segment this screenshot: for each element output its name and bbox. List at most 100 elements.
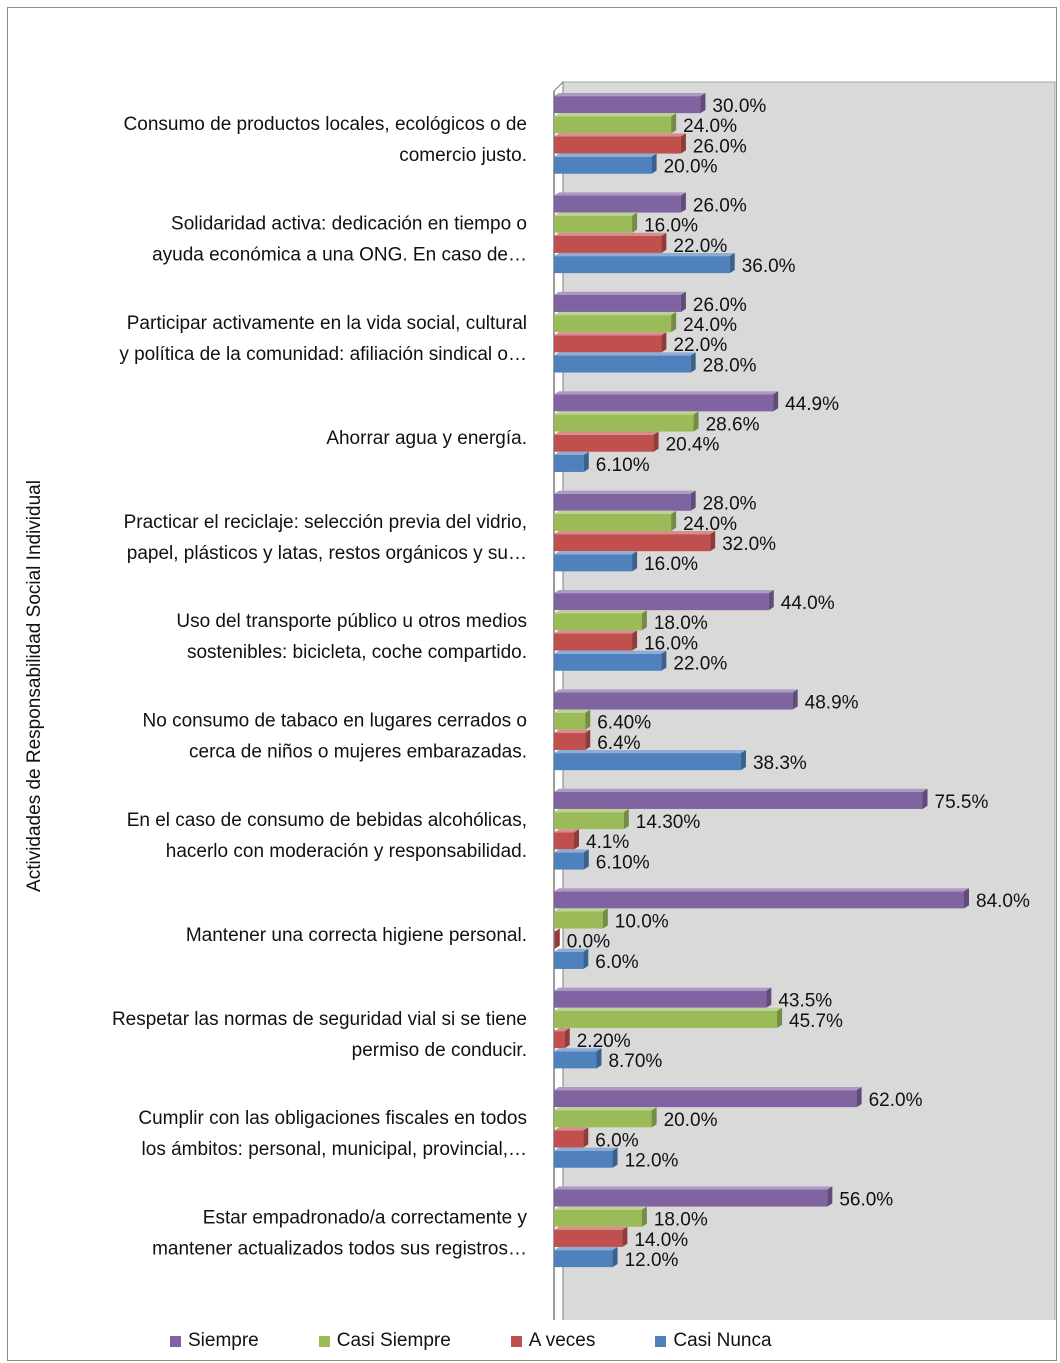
- data-label: 56.0%: [839, 1189, 893, 1210]
- data-label: 75.5%: [935, 792, 989, 813]
- data-label: 14.0%: [634, 1230, 688, 1251]
- category-label: y política de la comunidad: afiliación s…: [119, 344, 527, 365]
- bar-siempre: [554, 391, 779, 412]
- bar-siempre: [554, 291, 686, 312]
- bar-siempre: [554, 987, 772, 1008]
- bar-casi-nunca: [554, 948, 589, 969]
- data-label: 18.0%: [654, 613, 708, 634]
- bar-casi-nunca: [554, 849, 589, 870]
- category-label: Participar activamente en la vida social…: [127, 313, 527, 334]
- data-label: 16.0%: [644, 633, 698, 654]
- data-label: 84.0%: [976, 891, 1030, 912]
- bar-casi-nunca: [554, 1048, 602, 1069]
- legend-swatch: [655, 1335, 667, 1347]
- data-label: 4.1%: [586, 832, 629, 853]
- category-label: No consumo de tabaco en lugares cerrados…: [143, 711, 527, 732]
- category-label: En el caso de consumo de bebidas alcohól…: [127, 810, 527, 831]
- bar-a-veces: [554, 729, 591, 750]
- data-label: 30.0%: [712, 96, 766, 117]
- category-label: Solidaridad activa: dedicación en tiempo…: [171, 214, 527, 235]
- legend-label: Siempre: [188, 1330, 259, 1351]
- data-label: 43.5%: [778, 991, 832, 1012]
- data-label: 6.10%: [596, 852, 650, 873]
- bar-casi-siempre: [554, 610, 647, 631]
- data-label: 12.0%: [625, 1250, 679, 1271]
- bar-a-veces: [554, 431, 659, 452]
- data-label: 28.0%: [703, 355, 757, 376]
- bar-siempre: [554, 192, 686, 213]
- legend-item: Casi Nunca: [655, 1330, 772, 1352]
- data-label: 28.6%: [706, 414, 760, 435]
- bar-siempre: [554, 490, 696, 511]
- bar-chart: Actividades de Responsabilidad Social In…: [24, 80, 1056, 1320]
- bar-a-veces: [554, 1127, 589, 1148]
- data-label: 45.7%: [789, 1011, 843, 1032]
- legend-item: Casi Siempre: [318, 1330, 451, 1352]
- category-label: Uso del transporte público u otros medio…: [176, 611, 527, 632]
- data-label: 22.0%: [673, 236, 727, 257]
- data-label: 6.10%: [596, 455, 650, 476]
- bar-casi-siempre: [554, 1107, 657, 1128]
- data-label: 28.0%: [703, 494, 757, 515]
- data-label: 24.0%: [683, 116, 737, 137]
- category-label: Consumo de productos locales, ecológicos…: [124, 114, 527, 135]
- data-label: 6.0%: [595, 1130, 638, 1151]
- data-label: 16.0%: [644, 554, 698, 575]
- legend-label: A veces: [528, 1330, 596, 1351]
- bar-casi-nunca: [554, 750, 746, 771]
- bar-a-veces: [554, 531, 716, 552]
- bar-casi-nunca: [554, 551, 638, 572]
- data-label: 44.0%: [781, 593, 835, 614]
- data-label: 62.0%: [869, 1090, 923, 1111]
- bar-casi-nunca: [554, 451, 589, 472]
- data-label: 38.3%: [753, 753, 807, 774]
- bar-casi-nunca: [554, 1147, 618, 1168]
- category-label: cerca de niños o mujeres embarazadas.: [189, 742, 527, 763]
- data-label: 20.0%: [664, 1110, 718, 1131]
- data-label: 0.0%: [567, 932, 610, 953]
- data-label: 22.0%: [673, 654, 727, 675]
- category-label: Ahorrar agua y energía.: [326, 428, 527, 449]
- data-label: 20.0%: [664, 157, 718, 178]
- category-label: Estar empadronado/a correctamente y: [203, 1208, 528, 1229]
- bar-casi-nunca: [554, 153, 657, 174]
- bar-casi-siempre: [554, 411, 699, 432]
- bar-siempre: [554, 788, 928, 809]
- category-label: Mantener una correcta higiene personal.: [186, 925, 527, 946]
- data-label: 20.4%: [666, 435, 720, 456]
- bar-casi-siempre: [554, 709, 591, 730]
- bar-a-veces: [554, 928, 560, 949]
- legend-item: Siempre: [170, 1330, 259, 1352]
- bar-casi-nunca: [554, 650, 667, 671]
- legend-swatch: [510, 1335, 522, 1347]
- category-label: hacerlo con moderación y responsabilidad…: [166, 841, 527, 862]
- bar-a-veces: [554, 630, 638, 651]
- data-label: 24.0%: [683, 514, 737, 535]
- data-label: 10.0%: [615, 911, 669, 932]
- category-label: comercio justo.: [399, 145, 527, 166]
- bar-a-veces: [554, 133, 686, 154]
- data-label: 16.0%: [644, 216, 698, 237]
- data-label: 6.0%: [595, 952, 638, 973]
- data-label: 36.0%: [742, 256, 796, 277]
- bar-siempre: [554, 1186, 833, 1207]
- category-label: mantener actualizados todos sus registro…: [152, 1239, 527, 1260]
- bar-casi-siempre: [554, 510, 677, 531]
- bar-casi-siempre: [554, 1206, 647, 1227]
- category-label: los ámbitos: personal, municipal, provin…: [142, 1139, 527, 1160]
- data-label: 8.70%: [608, 1051, 662, 1072]
- legend-swatch: [318, 1335, 330, 1347]
- category-label: ayuda económica a una ONG. En caso de…: [152, 245, 527, 266]
- data-label: 22.0%: [673, 335, 727, 356]
- bar-a-veces: [554, 232, 667, 253]
- data-label: 32.0%: [722, 534, 776, 555]
- bar-a-veces: [554, 1226, 628, 1247]
- bar-casi-siempre: [554, 908, 608, 929]
- data-label: 26.0%: [693, 136, 747, 157]
- bar-a-veces: [554, 332, 667, 353]
- data-label: 26.0%: [693, 195, 747, 216]
- bar-casi-nunca: [554, 352, 696, 373]
- y-axis-title: Actividades de Responsabilidad Social In…: [24, 480, 45, 892]
- data-label: 44.9%: [785, 394, 839, 415]
- data-label: 6.40%: [597, 713, 651, 734]
